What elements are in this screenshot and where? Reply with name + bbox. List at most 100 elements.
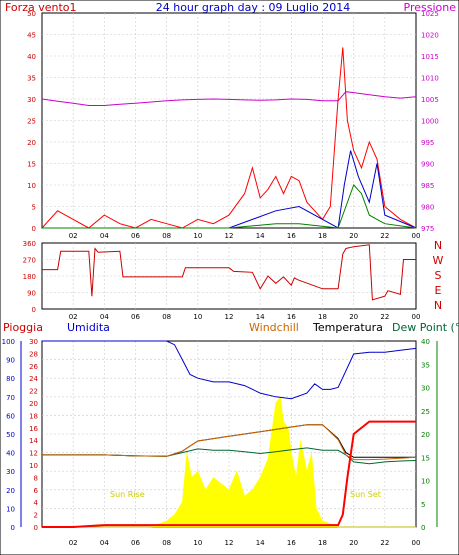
humidity-tick-label: 30 <box>6 468 15 476</box>
humidity-tick-label: 0 <box>11 524 15 532</box>
chart-title: 24 hour graph day : 09 Luglio 2014 <box>156 1 351 14</box>
wind-tick-label: 45 <box>27 32 36 40</box>
x-tick-label: 12 <box>225 313 234 321</box>
rain-tick-label: 8 <box>34 474 38 482</box>
rain-tick-label: 2 <box>34 512 38 520</box>
compass-letter: N <box>434 239 442 252</box>
x-tick-label: 08 <box>162 232 171 240</box>
temp-tick-label: 35 <box>421 361 430 369</box>
wind-axis-ticks: 0 5 10 15 20 25 30 35 40 45 50 <box>27 10 36 233</box>
x-tick-label: 06 <box>131 232 140 240</box>
rain-tick-label: 30 <box>29 338 38 346</box>
x-tick-label: 02 <box>69 313 78 321</box>
wind-tick-label: 5 <box>32 204 36 212</box>
humidity-tick-label: 80 <box>6 375 15 383</box>
humidity-tick-label: 40 <box>6 450 15 458</box>
direction-tick-label: 270 <box>23 257 36 265</box>
rain-tick-label: 0 <box>34 524 38 532</box>
x-tick-label: 16 <box>287 539 296 547</box>
rain-tick-label: 4 <box>34 499 39 507</box>
pressure-tick-label: 1015 <box>421 53 439 61</box>
rain-tick-label: 28 <box>29 350 38 358</box>
sun-rise-label: Sun Rise <box>110 490 145 499</box>
wind-tick-label: 30 <box>27 96 36 104</box>
temp-tick-label: 30 <box>421 385 430 393</box>
sun-set-label: Sun Set <box>350 490 381 499</box>
x-tick-label: 00 <box>412 313 421 321</box>
rain-tick-label: 22 <box>29 388 38 396</box>
direction-tick-label: 180 <box>23 273 36 281</box>
wind-direction-line <box>42 244 416 301</box>
rain-tick-label: 24 <box>29 375 38 383</box>
humidity-tick-label: 60 <box>6 412 15 420</box>
wind-axis-title: Forza vento1 <box>5 1 77 14</box>
compass-letter: S <box>435 269 442 282</box>
pressure-tick-label: 975 <box>421 225 434 233</box>
x-tick-label: 08 <box>162 539 171 547</box>
wind-pressure-series <box>41 47 417 229</box>
rain-tick-label: 12 <box>29 450 38 458</box>
temp-humidity-panel: Pioggia Umidita Windchill Temperatura De… <box>2 321 459 547</box>
x-tick-label: 04 <box>100 539 109 547</box>
x-tick-label: 22 <box>380 539 389 547</box>
temp-tick-label: 20 <box>421 431 430 439</box>
wind-pressure-panel: Forza vento1 24 hour graph day : 09 Lugl… <box>5 1 456 240</box>
x-tick-label: 08 <box>162 313 171 321</box>
x-tick-label: 14 <box>256 313 265 321</box>
solar-radiation-area <box>42 396 416 528</box>
temp-tick-label: 10 <box>421 478 430 486</box>
x-tick-label: 04 <box>100 313 109 321</box>
direction-degree-ticks: 0 90 180 270 360 <box>23 240 36 314</box>
pressure-tick-label: 1005 <box>421 96 439 104</box>
temp-tick-label: 0 <box>421 524 425 532</box>
rain-line <box>42 420 416 528</box>
temp-axis-ticks: 0 5 10 15 20 25 30 35 40 <box>421 338 430 532</box>
pressure-tick-label: 1010 <box>421 75 439 83</box>
temp-tick-label: 40 <box>421 338 430 346</box>
rain-axis-title: Pioggia <box>3 321 43 334</box>
x-tick-label: 02 <box>69 232 78 240</box>
x-tick-label: 18 <box>318 232 327 240</box>
x-tick-label: 22 <box>380 232 389 240</box>
wind-tick-label: 25 <box>27 118 36 126</box>
temp-humidity-series <box>42 340 417 528</box>
windchill-legend: Windchill <box>249 321 299 334</box>
wind-tick-label: 15 <box>27 161 36 169</box>
x-tick-label: 10 <box>193 313 202 321</box>
wind-tick-label: 10 <box>27 182 36 190</box>
wind-tick-label: 35 <box>27 75 36 83</box>
x-tick-label: 20 <box>349 313 358 321</box>
temp-tick-label: 25 <box>421 408 430 416</box>
temp-tick-label: 5 <box>421 501 425 509</box>
pressure-tick-label: 1020 <box>421 32 439 40</box>
wind-tick-label: 40 <box>27 53 36 61</box>
direction-tick-label: 0 <box>32 306 36 314</box>
compass-letter: E <box>435 284 442 297</box>
temp-x-ticks: 02 04 06 08 10 12 14 16 18 20 22 00 <box>69 539 421 547</box>
direction-tick-label: 360 <box>23 240 36 248</box>
humidity-tick-label: 100 <box>2 338 15 346</box>
x-tick-label: 16 <box>287 232 296 240</box>
x-tick-label: 10 <box>193 539 202 547</box>
x-tick-label: 12 <box>225 232 234 240</box>
x-tick-label: 18 <box>318 539 327 547</box>
humidity-axis-title: Umidita <box>67 321 110 334</box>
pressure-tick-label: 985 <box>421 182 434 190</box>
x-tick-label: 10 <box>193 232 202 240</box>
pressure-tick-label: 995 <box>421 139 434 147</box>
x-tick-label: 20 <box>349 539 358 547</box>
solar-area <box>42 396 416 528</box>
wind-speed-line <box>42 184 417 229</box>
compass-letter: W <box>433 254 444 267</box>
humidity-tick-label: 10 <box>6 505 15 513</box>
humidity-axis-ticks: 0 10 20 30 40 50 60 70 80 90 100 <box>2 338 15 532</box>
wind-tick-label: 0 <box>32 225 36 233</box>
direction-x-ticks: 02 04 06 08 10 12 14 16 18 20 22 00 <box>69 313 421 321</box>
x-tick-label: 20 <box>349 232 358 240</box>
x-tick-label: 16 <box>287 313 296 321</box>
wind-speed-line <box>41 47 417 229</box>
temperature-legend: Temperatura <box>312 321 383 334</box>
wind-tick-label: 20 <box>27 139 36 147</box>
